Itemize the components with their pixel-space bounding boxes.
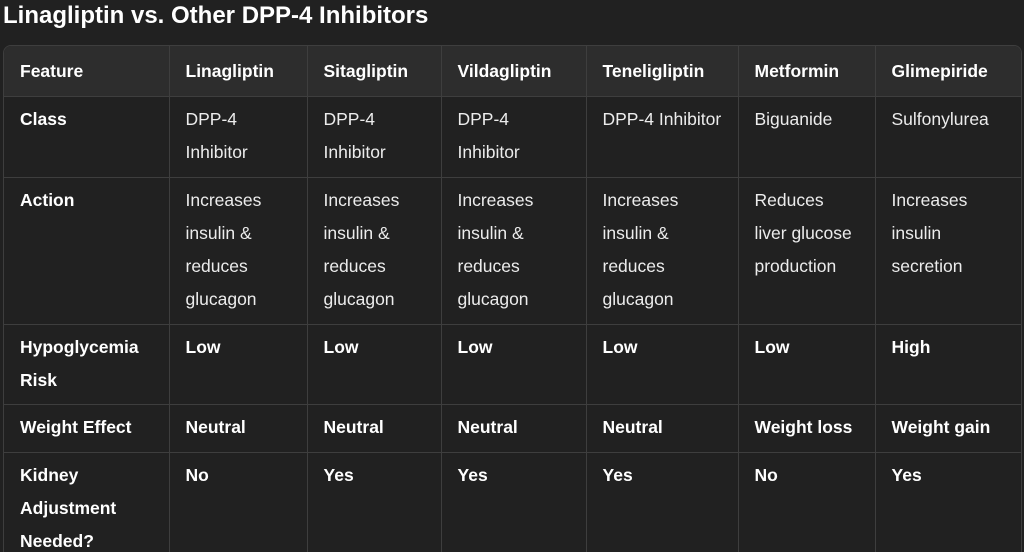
table-cell: DPP-4 Inhibitor: [306, 96, 442, 178]
table-cell: Neutral: [306, 404, 442, 453]
table-cell: Increases insulin & reduces glucagon: [306, 176, 442, 325]
comparison-table-container: Feature Linagliptin Sitagliptin Vildagli…: [3, 45, 1022, 552]
table-header-row: Feature Linagliptin Sitagliptin Vildagli…: [4, 46, 1021, 97]
header-teneligliptin: Teneligliptin: [585, 46, 739, 97]
table-cell: Neutral: [168, 404, 308, 453]
header-linagliptin: Linagliptin: [168, 46, 308, 97]
table-cell: DPP-4 Inhibitor: [440, 96, 587, 178]
table-cell: DPP-4 Inhibitor: [585, 96, 739, 178]
table-row: Kidney Adjustment Needed? No Yes Yes Yes…: [4, 451, 1021, 552]
table-cell: Low: [168, 323, 308, 406]
row-label-kidney-adjustment: Kidney Adjustment Needed?: [4, 451, 170, 552]
table-cell: Sulfonylurea: [874, 96, 1021, 178]
row-label-hypoglycemia-risk: Hypoglycemia Risk: [4, 323, 170, 406]
row-label-weight-effect: Weight Effect: [4, 404, 170, 453]
table-cell: High: [874, 323, 1021, 406]
table-cell: Increases insulin & reduces glucagon: [440, 176, 587, 325]
table-row: Hypoglycemia Risk Low Low Low Low Low Hi…: [4, 323, 1021, 406]
comparison-table: Feature Linagliptin Sitagliptin Vildagli…: [4, 46, 1021, 552]
table-cell: Yes: [874, 451, 1021, 552]
row-label-class: Class: [4, 96, 170, 178]
header-metformin: Metformin: [737, 46, 876, 97]
table-cell: Increases insulin & reduces glucagon: [585, 176, 739, 325]
header-vildagliptin: Vildagliptin: [440, 46, 587, 97]
table-cell: No: [168, 451, 308, 552]
table-cell: DPP-4 Inhibitor: [168, 96, 308, 178]
row-label-action: Action: [4, 176, 170, 325]
header-glimepiride: Glimepiride: [874, 46, 1021, 97]
table-row: Action Increases insulin & reduces gluca…: [4, 176, 1021, 325]
table-cell: Low: [737, 323, 876, 406]
table-cell: Weight loss: [737, 404, 876, 453]
table-cell: Yes: [440, 451, 587, 552]
table-cell: Increases insulin & reduces glucagon: [168, 176, 308, 325]
table-cell: Low: [585, 323, 739, 406]
header-feature: Feature: [4, 46, 170, 97]
table-cell: Biguanide: [737, 96, 876, 178]
table-cell: Low: [306, 323, 442, 406]
table-cell: Yes: [585, 451, 739, 552]
table-cell: Neutral: [440, 404, 587, 453]
page-title: Linagliptin vs. Other DPP-4 Inhibitors: [3, 2, 429, 29]
table-row: Weight Effect Neutral Neutral Neutral Ne…: [4, 404, 1021, 453]
table-cell: Yes: [306, 451, 442, 552]
table-cell: Low: [440, 323, 587, 406]
table-row: Class DPP-4 Inhibitor DPP-4 Inhibitor DP…: [4, 96, 1021, 178]
table-cell: Neutral: [585, 404, 739, 453]
table-cell: No: [737, 451, 876, 552]
table-cell: Weight gain: [874, 404, 1021, 453]
table-cell: Reduces liver glucose production: [737, 176, 876, 325]
header-sitagliptin: Sitagliptin: [306, 46, 442, 97]
table-cell: Increases insulin secretion: [874, 176, 1021, 325]
